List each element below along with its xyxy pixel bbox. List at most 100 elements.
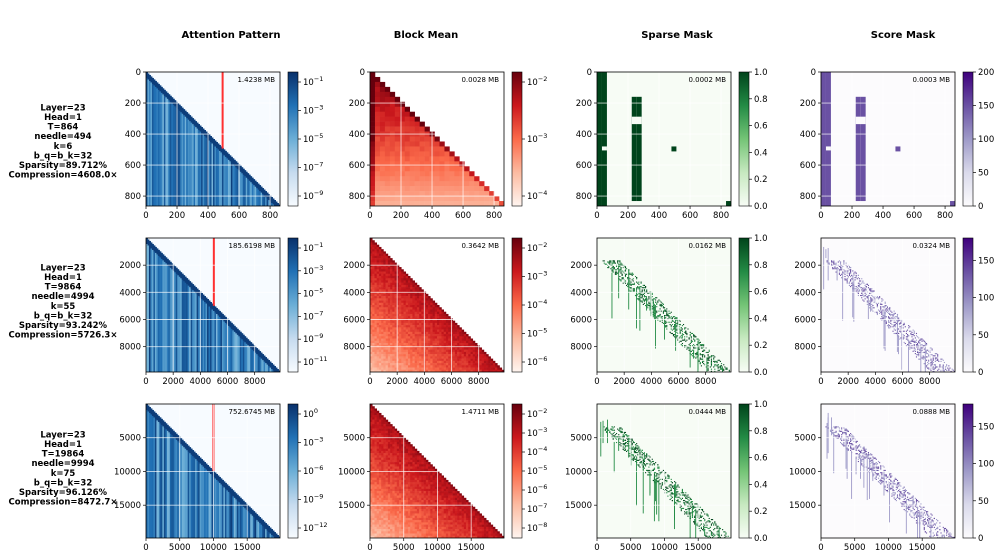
block-cell — [421, 329, 424, 333]
block-cell — [379, 91, 386, 98]
block-cell — [405, 278, 409, 281]
mask-block — [886, 309, 888, 311]
mask-streak — [652, 299, 654, 318]
mask-block — [695, 347, 697, 349]
block-cell — [374, 302, 377, 306]
block-cell — [379, 121, 386, 127]
mask-block — [877, 309, 880, 311]
mask-block — [873, 290, 875, 292]
block-cell — [441, 331, 444, 335]
attention-diagonal — [217, 143, 220, 150]
block-cell — [372, 305, 375, 308]
mask-block — [690, 336, 692, 338]
block-cell — [390, 433, 393, 436]
row-label-line: k=6 — [54, 142, 73, 152]
attention-column — [251, 343, 254, 372]
block-cell — [432, 356, 436, 359]
block-cell — [425, 351, 429, 355]
block-cell — [444, 156, 450, 162]
block-cell — [445, 356, 449, 359]
mask-block — [662, 312, 664, 314]
block-cell — [370, 412, 373, 416]
block-cell — [372, 410, 375, 414]
block-cell — [459, 201, 465, 206]
mask-block — [869, 305, 871, 307]
block-cell — [383, 258, 386, 261]
block-cell — [452, 351, 456, 355]
mask-block — [672, 316, 675, 318]
mask-block — [905, 345, 907, 347]
attention-column — [230, 156, 233, 206]
mask-block — [704, 356, 706, 358]
mask-block — [662, 310, 664, 312]
mask-block — [666, 308, 668, 310]
block-cell — [387, 278, 391, 281]
block-cell — [457, 331, 460, 335]
mask-block — [918, 348, 920, 350]
block-cell — [405, 313, 409, 317]
block-cell — [370, 340, 373, 344]
mask-block — [913, 330, 915, 332]
attention-diagonal — [180, 438, 183, 445]
block-cell — [374, 291, 377, 295]
mask-block — [901, 327, 903, 329]
block-cell — [390, 291, 393, 295]
y-tick-label: 6000 — [119, 316, 141, 326]
block-cell — [403, 444, 407, 447]
block-cell — [407, 322, 411, 326]
block-cell — [372, 356, 375, 359]
block-cell — [407, 336, 411, 339]
block-cell — [401, 322, 404, 326]
block-cell — [425, 327, 429, 330]
mask-block — [943, 361, 945, 364]
mask-block — [862, 293, 864, 295]
block-cell — [392, 305, 395, 308]
attention-column — [150, 242, 153, 372]
block-cell — [439, 327, 442, 330]
block-cell — [423, 349, 427, 353]
block-cell — [486, 356, 489, 359]
mask-block — [860, 287, 862, 289]
x-tick-label: 800 — [486, 211, 502, 221]
block-cell — [445, 313, 449, 317]
mask-block — [679, 332, 681, 335]
attention-column — [215, 141, 218, 206]
block-cell — [414, 181, 420, 187]
block-cell — [421, 351, 424, 355]
block-cell — [416, 327, 420, 330]
block-cell — [449, 171, 455, 177]
mask-block — [723, 364, 725, 366]
mask-block — [676, 328, 678, 330]
block-cell — [421, 322, 424, 326]
block-cell — [405, 291, 409, 295]
mask-block — [690, 341, 692, 343]
mask-block — [858, 278, 861, 280]
attention-column — [150, 76, 153, 206]
block-cell — [376, 342, 380, 346]
attention-diagonal — [208, 466, 211, 473]
block-cell — [410, 287, 413, 290]
block-cell — [378, 340, 382, 344]
mask-block — [627, 277, 629, 279]
mask-block — [869, 288, 871, 290]
block-cell — [374, 296, 377, 299]
block-cell — [421, 365, 424, 368]
mask-block — [888, 320, 890, 322]
row-label-line: k=75 — [51, 469, 76, 479]
block-cell — [437, 347, 440, 350]
mask-block — [881, 316, 883, 318]
x-tick-label: 8000 — [468, 377, 490, 387]
x-tick-label: 400 — [875, 211, 891, 221]
block-cell — [441, 347, 444, 350]
attention-diagonal — [204, 462, 206, 469]
block-cell — [372, 240, 375, 243]
block-cell — [424, 166, 430, 172]
mask-block — [885, 322, 887, 324]
mask-block — [648, 292, 650, 294]
block-cell — [430, 347, 433, 350]
block-cell — [403, 302, 407, 306]
y-tick-label: 800 — [576, 192, 592, 202]
colorbar — [287, 403, 299, 539]
block-cell — [432, 363, 436, 366]
block-cell — [401, 300, 404, 304]
